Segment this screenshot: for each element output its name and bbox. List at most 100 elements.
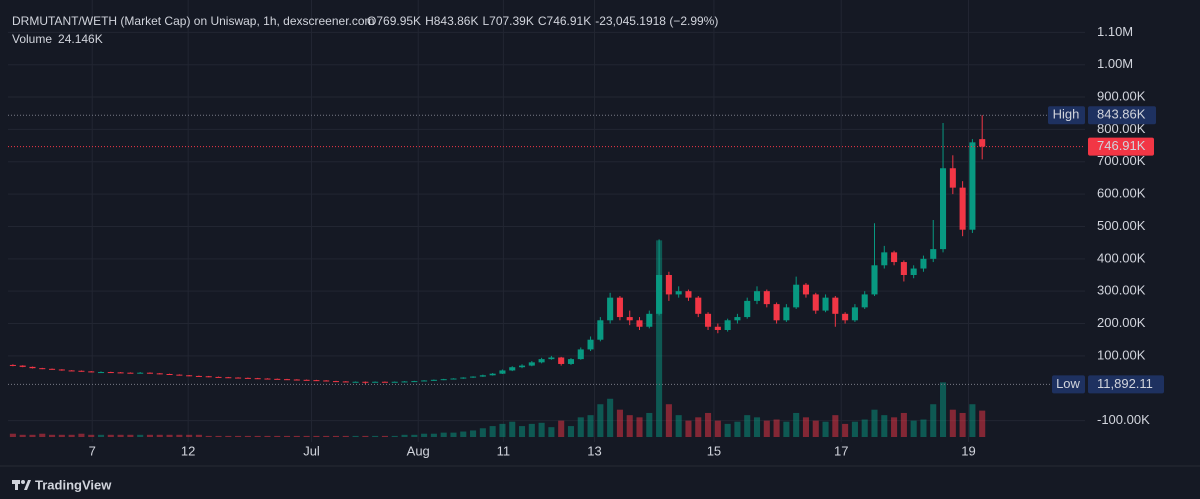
volume-bar — [58, 434, 65, 437]
candle-body — [372, 381, 379, 383]
volume-bar — [646, 412, 653, 437]
legend-value: 769.95K — [376, 14, 421, 28]
volume-bar — [705, 412, 712, 437]
volume-bar — [97, 434, 105, 437]
candle-body — [891, 252, 898, 263]
candle-body — [19, 365, 26, 367]
candle-body — [450, 378, 457, 380]
candle-body — [235, 377, 242, 379]
volume-bar — [274, 435, 281, 437]
volume-bar — [793, 412, 800, 437]
y-tick-label: 400.00K — [1097, 250, 1146, 265]
volume-bar — [910, 420, 917, 437]
candle-body — [509, 367, 516, 371]
volume-bar — [235, 435, 242, 437]
volume-bar — [293, 435, 300, 437]
candle-body — [626, 317, 633, 321]
volume-bar — [969, 404, 976, 437]
overlay: High 843.86K Low 11,892.11 746.91K — [8, 106, 1164, 394]
volume-bar — [959, 412, 966, 437]
volume-bar — [518, 426, 526, 437]
low-value-tag — [1088, 375, 1164, 394]
candle-body — [97, 372, 105, 374]
candle-body — [851, 307, 858, 321]
volume-bar — [773, 419, 780, 437]
candle-body — [802, 284, 809, 295]
legend-value: 707.39K — [489, 14, 534, 28]
volume-bar — [411, 434, 418, 437]
volume-bar — [176, 434, 183, 437]
grid: 1.10M 1.00M 900.00K 800.00K 700.00K 600.00K 50… — [8, 0, 1150, 458]
volume-bar — [714, 420, 721, 437]
candle-body — [900, 262, 907, 275]
volume-bar — [939, 382, 947, 437]
candle-body — [156, 373, 163, 375]
candle-body — [489, 373, 496, 376]
volume-bar — [460, 431, 467, 437]
legend-value: 746.91K — [547, 14, 592, 28]
volume-bar — [479, 428, 486, 437]
x-tick-label: 7 — [89, 443, 96, 458]
volume-bar — [626, 415, 633, 437]
volume-bar — [744, 415, 751, 437]
marks — [9, 115, 986, 437]
volume-bar — [156, 434, 163, 437]
candle-body — [616, 297, 623, 318]
volume-bar — [558, 420, 565, 437]
candle-body — [362, 381, 369, 383]
legend-key: H — [425, 14, 434, 28]
candle-body — [567, 359, 575, 364]
candle-body — [842, 313, 849, 321]
volume-bar — [607, 398, 614, 437]
y-tick-label: 1.00M — [1097, 56, 1133, 71]
candle-body — [195, 375, 202, 377]
volume-bar — [88, 434, 95, 437]
y-tick-label: 200.00K — [1097, 315, 1146, 330]
volume-bar — [166, 434, 173, 437]
candle-body — [107, 372, 114, 374]
candle-body — [636, 320, 643, 327]
volume-bar — [254, 435, 261, 437]
candle-body — [29, 366, 36, 369]
candle-body — [724, 320, 731, 330]
volume-bar — [881, 415, 888, 437]
candle-body — [9, 364, 16, 366]
candle-body — [695, 297, 702, 314]
volume-bar — [685, 420, 692, 437]
x-tick-label: 12 — [181, 443, 195, 458]
candle-body — [812, 294, 819, 311]
legend-change: -23,045.1918 (−2.99%) — [595, 14, 718, 28]
volume-bar — [470, 430, 477, 437]
volume-bar — [29, 434, 36, 437]
volume-bar — [78, 433, 85, 437]
volume-bar — [49, 434, 56, 437]
volume-bar — [195, 434, 202, 437]
candle-body — [773, 304, 780, 321]
candle-body — [832, 297, 839, 314]
volume-bar — [225, 435, 232, 437]
volume-bar — [567, 426, 575, 437]
volume-bar — [577, 417, 584, 437]
candle-body — [793, 284, 800, 308]
legend-key: L — [482, 14, 489, 28]
candle-body — [979, 139, 986, 147]
volume-bar — [127, 434, 134, 437]
candle-body — [714, 326, 721, 330]
candle-body — [744, 300, 751, 318]
volume-bar — [215, 435, 222, 437]
volume-bar — [538, 422, 545, 437]
volume-bar — [832, 415, 839, 437]
volume-bar — [313, 435, 320, 437]
candle-body — [176, 374, 183, 376]
candle-body — [78, 370, 85, 372]
candle-body — [254, 378, 261, 380]
y-tick-label: 1.10M — [1097, 24, 1133, 39]
volume-bar — [391, 435, 398, 437]
volume-bar — [616, 409, 623, 437]
volume-bar — [763, 420, 770, 437]
volume-bar — [430, 433, 437, 437]
volume-bar — [822, 421, 829, 437]
y-tick-label: 800.00K — [1097, 121, 1146, 136]
candle-body — [969, 142, 976, 230]
volume-bar — [724, 423, 731, 437]
